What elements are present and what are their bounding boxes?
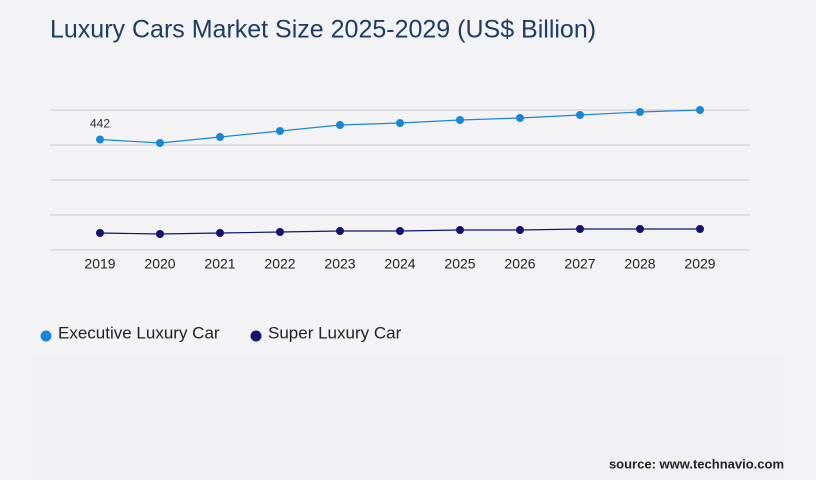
x-tick-label: 2020 bbox=[144, 256, 175, 272]
data-point bbox=[276, 127, 284, 135]
data-point bbox=[96, 135, 104, 144]
x-tick-label: 2027 bbox=[564, 256, 595, 272]
legend-marker bbox=[250, 330, 262, 342]
x-tick-label: 2028 bbox=[624, 256, 655, 272]
data-point bbox=[516, 114, 524, 122]
data-point bbox=[276, 228, 284, 236]
legend-label: Super Luxury Car bbox=[268, 323, 402, 342]
data-point bbox=[216, 229, 224, 237]
legend-marker bbox=[40, 330, 52, 342]
data-point bbox=[576, 225, 584, 233]
data-point bbox=[336, 121, 344, 129]
data-point bbox=[696, 106, 704, 114]
data-point bbox=[636, 108, 644, 116]
data-point bbox=[336, 227, 344, 235]
x-tick-label: 2019 bbox=[84, 256, 115, 272]
x-tick-label: 2029 bbox=[684, 256, 715, 272]
legend-label: Executive Luxury Car bbox=[58, 323, 220, 342]
chart-title: Luxury Cars Market Size 2025-2029 (US$ B… bbox=[50, 16, 596, 44]
data-point bbox=[696, 225, 704, 233]
data-point bbox=[456, 226, 464, 234]
data-point bbox=[216, 133, 224, 141]
x-tick-label: 2023 bbox=[324, 256, 355, 272]
x-tick-label: 2024 bbox=[384, 256, 415, 272]
x-tick-label: 2025 bbox=[444, 256, 475, 272]
data-point bbox=[396, 227, 404, 235]
data-point bbox=[576, 111, 584, 119]
data-point bbox=[636, 225, 644, 233]
data-point bbox=[396, 119, 404, 127]
x-tick-label: 2022 bbox=[264, 256, 295, 272]
data-point bbox=[516, 226, 524, 234]
data-point bbox=[96, 229, 104, 237]
data-point bbox=[156, 139, 164, 147]
panel bbox=[32, 355, 784, 480]
data-point bbox=[456, 116, 464, 124]
data-point bbox=[156, 230, 164, 238]
x-tick-label: 2021 bbox=[204, 256, 235, 272]
source: source: www.technavio.com bbox=[609, 456, 784, 471]
x-tick-label: 2026 bbox=[504, 256, 535, 272]
data-label: 442 bbox=[90, 117, 110, 131]
